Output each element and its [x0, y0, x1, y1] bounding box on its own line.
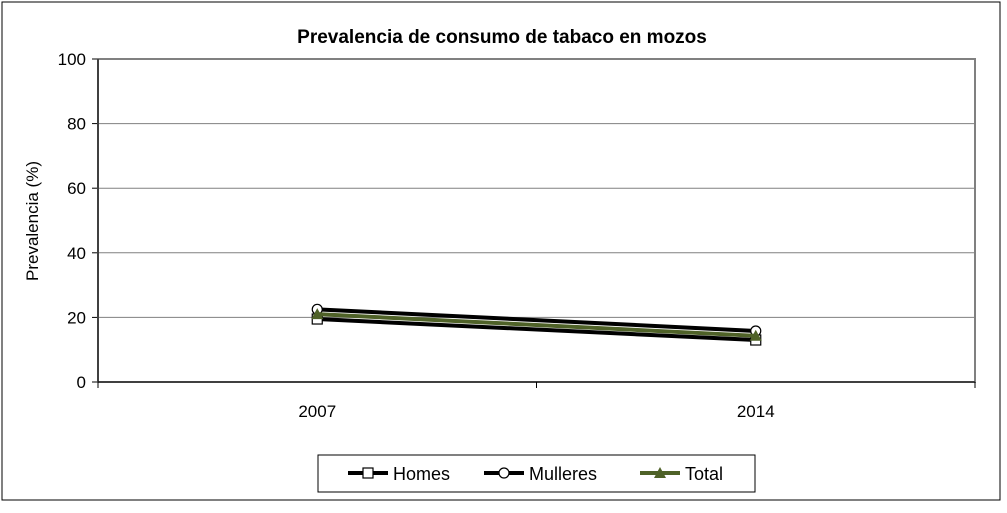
legend-item-homes: Homes: [348, 464, 450, 484]
triangle-marker: [311, 308, 324, 320]
legend-label: Homes: [393, 464, 450, 484]
y-tick-label: 40: [67, 244, 86, 263]
legend: Homes Mulleres Total: [317, 454, 756, 493]
legend-label: Total: [685, 464, 723, 484]
y-tick-label: 60: [67, 179, 86, 198]
triangle-marker: [749, 329, 762, 341]
chart-border: [1, 1, 1001, 501]
square-marker: [362, 467, 374, 479]
x-tick-label: 2014: [737, 402, 775, 421]
x-tick-label: 2007: [298, 402, 336, 421]
series-total: [311, 308, 762, 341]
series-line: [317, 312, 756, 338]
legend-item-total: Total: [640, 464, 723, 484]
y-tick-label: 0: [77, 373, 86, 392]
y-tick-label: 20: [67, 308, 86, 327]
chart-title: Prevalencia de consumo de tabaco en mozo…: [297, 27, 707, 48]
series-line: [317, 317, 756, 343]
legend-box: [317, 454, 756, 493]
y-axis-label: Prevalencia (%): [23, 161, 42, 281]
legend-item-mulleres: Mulleres: [484, 464, 597, 484]
circle-marker: [498, 467, 510, 479]
y-tick-label: 100: [58, 50, 86, 69]
legend-label: Mulleres: [529, 464, 597, 484]
series-line: [317, 307, 756, 333]
triangle-marker: [654, 467, 666, 478]
y-tick-label: 80: [67, 115, 86, 134]
